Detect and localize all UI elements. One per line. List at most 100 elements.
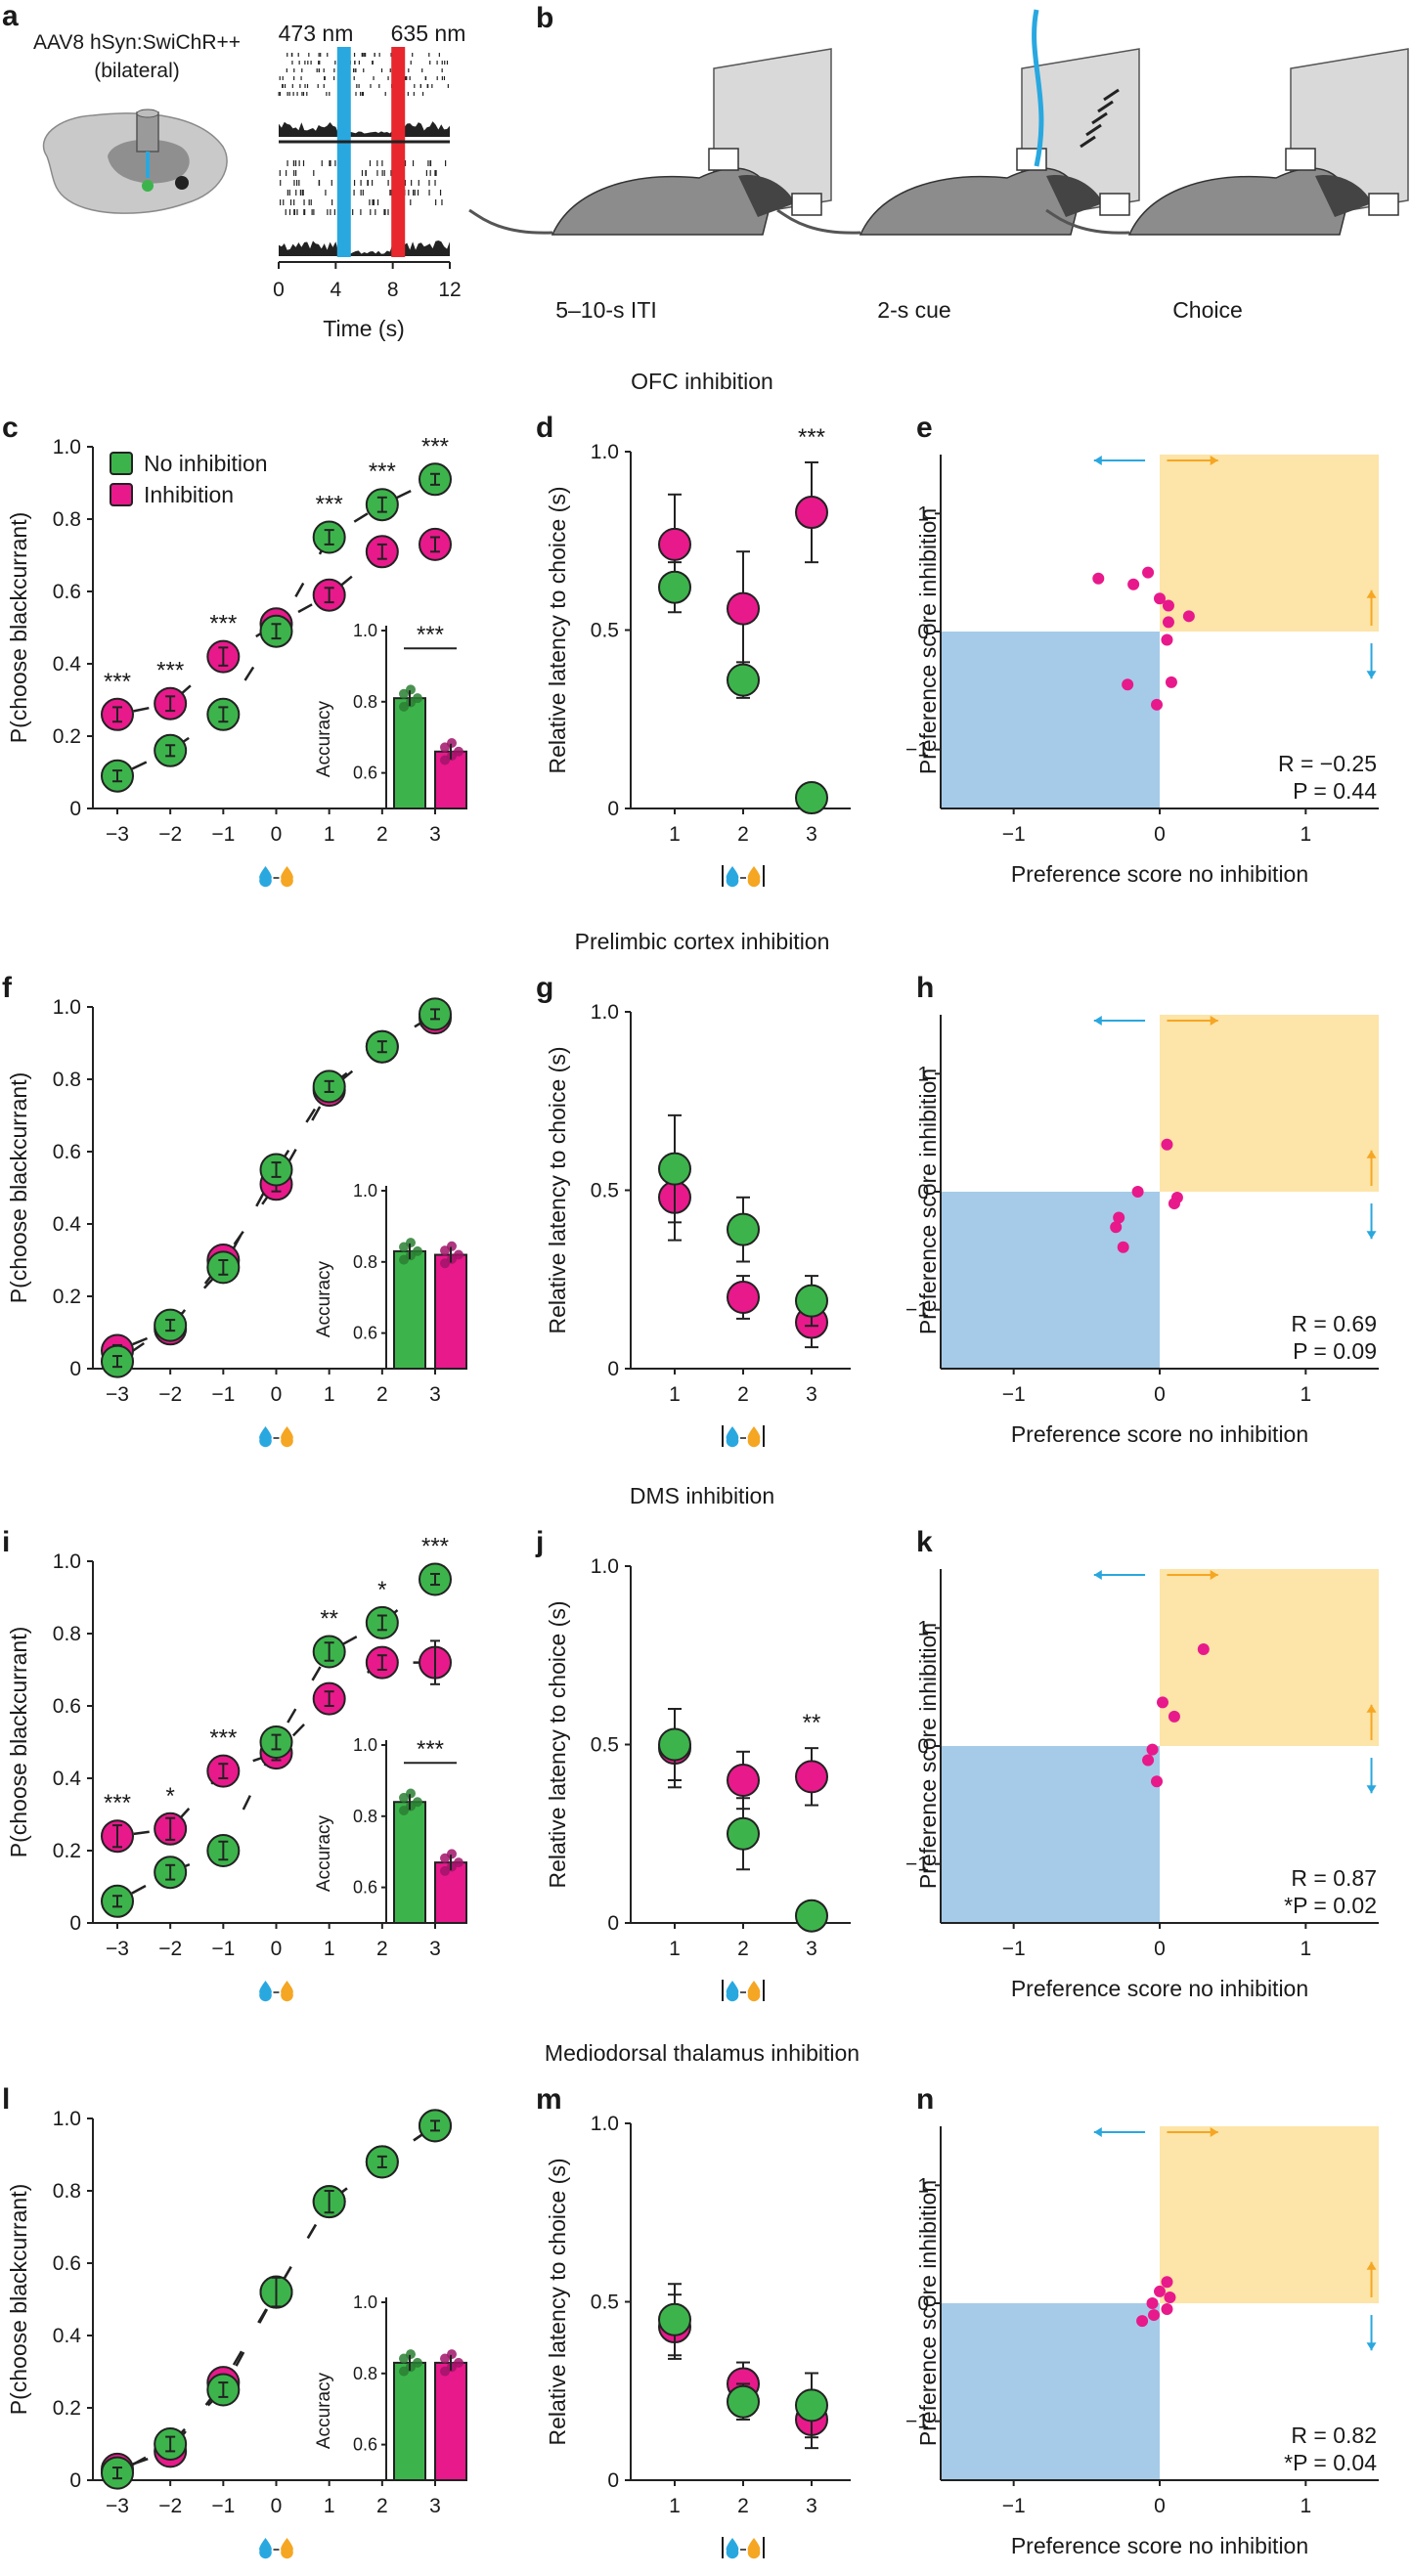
- cue-line: [1080, 135, 1096, 149]
- positive-quadrant: [1160, 1015, 1379, 1192]
- row-title: DMS inhibition: [630, 1483, 774, 1508]
- up-arrow-head: [1366, 1704, 1377, 1713]
- direction-arrows: [1093, 456, 1377, 679]
- x-tick-label: 8: [387, 279, 399, 301]
- significance-stars: ***: [369, 458, 396, 485]
- data-point-no-inhibition: [154, 733, 188, 767]
- point-no-inhibition: [795, 781, 828, 815]
- x-tick-label: −1: [1002, 1383, 1026, 1406]
- significance-stars: **: [803, 1710, 821, 1736]
- legend-swatch: [110, 483, 133, 506]
- panel-b: b 5–10-s ITI 2-s cue Choice: [468, 2, 1409, 323]
- latency-chart: 0 0.5 1.0 1 2 3 Relative latency to choice (s): [545, 2113, 851, 2559]
- point-no-inhibition: [727, 2384, 760, 2419]
- x-tick-label: −1: [1002, 823, 1026, 846]
- data-point-inhibition: [154, 1812, 188, 1846]
- inset-y-tick-label: 0.6: [353, 2435, 377, 2455]
- y-tick-label: 0.6: [53, 1141, 81, 1163]
- data-point-no-inhibition: [259, 614, 293, 648]
- y-tick-label: 0.6: [53, 1695, 81, 1718]
- individual-animal-dot: [406, 1788, 416, 1799]
- panel-letter: k: [916, 1526, 933, 1558]
- y-tick-label: −1: [905, 1854, 929, 1876]
- significance-stars: ***: [417, 622, 444, 648]
- y-axis-label: P(choose blackcurrant): [6, 1072, 31, 1304]
- point-inhibition: [795, 496, 828, 530]
- data-point-inhibition: [365, 1645, 399, 1680]
- x-tick-label: 0: [1154, 1383, 1166, 1406]
- blue-drop-icon: [726, 866, 739, 888]
- x-axis-label: Preference score no inhibition: [1011, 861, 1308, 887]
- x-tick-label: 1: [1300, 1383, 1311, 1406]
- inset-y-axis-label: Accuracy: [314, 700, 334, 777]
- stage-label: Choice: [1172, 297, 1243, 323]
- data-point-inhibition: [206, 1754, 241, 1788]
- p-value-label: P = 0.44: [1293, 778, 1377, 804]
- y-tick-label: 0.5: [591, 2292, 619, 2314]
- x-tick-label: 2: [737, 2495, 749, 2517]
- right-arrow-head: [1210, 1570, 1218, 1580]
- x-tick-label: 0: [271, 823, 283, 846]
- inset-y-axis-label: Accuracy: [314, 2372, 334, 2449]
- laser-label-473: 473 nm: [279, 21, 354, 46]
- accuracy-inset: 0.6 0.8 1.0 Accuracy ***: [314, 621, 467, 810]
- laser-bar-473: [336, 47, 351, 257]
- x-tick-label: 1: [1300, 1938, 1311, 1960]
- down-arrow-head: [1366, 1785, 1377, 1794]
- scatter-point: [1148, 2309, 1161, 2322]
- y-axis-label: P(choose blackcurrant): [6, 1627, 31, 1858]
- y-tick-label: −1: [905, 1299, 929, 1322]
- panel-letter: l: [2, 2083, 10, 2116]
- scatter-point: [1092, 572, 1105, 585]
- y-tick-label: 0: [69, 1358, 81, 1380]
- accuracy-inset: 0.6 0.8 1.0 Accuracy ***: [314, 1735, 467, 1924]
- psychometric-axes: 0 0.2 0.4 0.6 0.8 1.0 −3 −2 −1 0 1 2 3 P(choose black…: [6, 1550, 460, 2002]
- accuracy-inset: 0.6 0.8 1.0 Accuracy: [314, 1181, 467, 1371]
- data-point-no-inhibition: [312, 1070, 346, 1104]
- y-tick-label: 1: [917, 2174, 929, 2197]
- preference-scatter: −1 −1 0 0 1 1 Preference score no inhibition Pr…: [905, 2126, 1379, 2558]
- x-axis-label: Time (s): [323, 316, 404, 341]
- orange-drop-icon: [281, 2538, 293, 2559]
- scatter-point: [1142, 566, 1155, 579]
- individual-animal-dot: [454, 1857, 463, 1868]
- x-tick-label: 12: [438, 279, 461, 301]
- left-port: [1285, 148, 1316, 171]
- drop-difference-label: [722, 865, 765, 888]
- blue-drop-icon: [726, 2538, 739, 2559]
- implant-cap: [136, 109, 159, 118]
- point-no-inhibition: [658, 1152, 691, 1186]
- scatter-point: [1154, 592, 1166, 605]
- scatter-point: [1156, 1696, 1168, 1709]
- rat-tail: [776, 208, 861, 235]
- panel-letter: i: [2, 1526, 10, 1558]
- inset-y-tick-label: 0.6: [353, 1324, 377, 1343]
- data-point-inhibition: [154, 686, 188, 720]
- data-point-inhibition: [206, 639, 241, 674]
- optic-fiber: [1032, 9, 1044, 167]
- y-tick-label: 0.5: [591, 1734, 619, 1757]
- y-tick-label: 1: [917, 1063, 929, 1085]
- panel-letter: b: [536, 2, 553, 34]
- bar-no-inhibition: [393, 1249, 426, 1371]
- psychometric-chart: 0 0.2 0.4 0.6 0.8 1.0 −3 −2 −1 0 1 2 3 P(choose black…: [6, 433, 467, 888]
- spike-raster: [278, 53, 450, 137]
- bar-inhibition: [434, 1861, 467, 1924]
- y-tick-label: 1.0: [591, 441, 619, 463]
- x-tick-label: −3: [106, 823, 129, 846]
- point-no-inhibition: [658, 2302, 691, 2336]
- p-value-label: *P = 0.02: [1284, 1893, 1377, 1918]
- data-point-no-inhibition: [101, 1884, 134, 1918]
- y-tick-label: 0: [917, 1181, 929, 1203]
- spike-raster: [279, 160, 450, 256]
- y-tick-label: 1.0: [53, 436, 81, 458]
- data-point-inhibition: [365, 535, 399, 569]
- blue-drop-icon: [259, 866, 272, 888]
- y-tick-label: 1.0: [591, 1555, 619, 1578]
- data-point-no-inhibition: [312, 1635, 346, 1669]
- data-point-no-inhibition: [259, 1153, 293, 1187]
- y-tick-label: 1.0: [53, 2108, 81, 2130]
- data-point-no-inhibition: [154, 1856, 188, 1890]
- y-tick-label: 0: [69, 2469, 81, 2492]
